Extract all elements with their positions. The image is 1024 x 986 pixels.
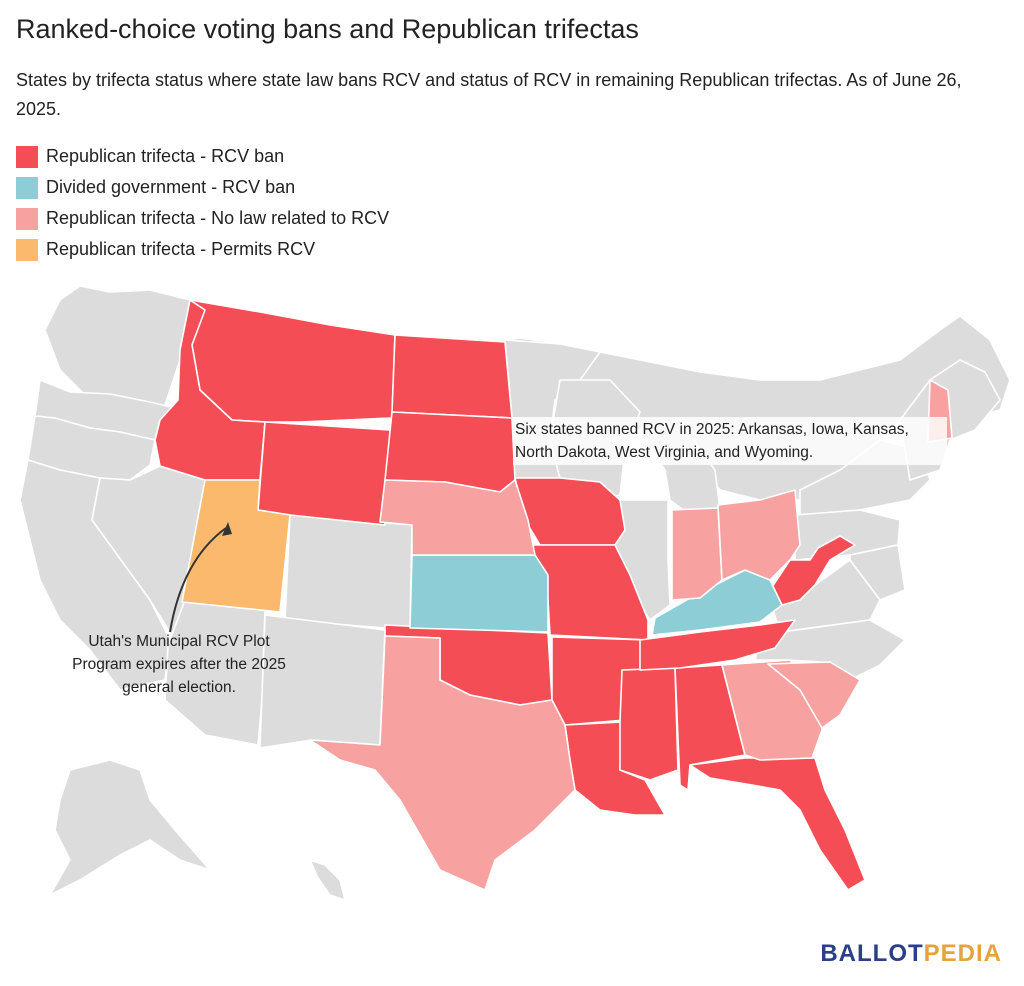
legend-label: Republican trifecta - Permits RCV [46,239,316,259]
state-nebraska [379,479,536,556]
annotation-2025-bans: Six states banned RCV in 2025: Arkansas,… [513,417,947,465]
chart-title: Ranked-choice voting bans and Republican… [16,14,639,44]
state-hawaii [309,859,346,901]
legend-item-divided-ban: Divided government - RCV ban [16,172,389,203]
state-indiana [671,507,723,601]
legend-swatch [16,207,38,230]
state-florida [689,757,866,891]
state-colorado [284,514,413,631]
state-utah [181,479,291,613]
legend-item-permits: Republican trifecta - Permits RCV [16,234,389,265]
logo-part-ballot: BALLOT [820,940,924,967]
legend-label: Republican trifecta - RCV ban [46,146,285,166]
state-texas [309,635,576,891]
legend-label: Republican trifecta - No law related to … [46,208,390,228]
legend: Republican trifecta - RCV ban Divided go… [16,141,389,265]
state-north-dakota [391,334,513,419]
chart-subtitle: States by trifecta status where state la… [16,70,962,119]
state-south-carolina [767,661,861,729]
state-montana [189,299,396,423]
legend-item-rcv-ban: Republican trifecta - RCV ban [16,141,389,172]
state-tennessee [639,619,796,671]
annotation-arrow-line [169,527,227,633]
state-west-virginia [769,535,856,606]
state-alaska [49,759,211,896]
annotation-arrowhead [222,522,232,536]
logo-part-pedia: PEDIA [923,940,1002,967]
us-map [19,285,1011,901]
legend-label: Divided government - RCV ban [46,177,296,197]
state-ohio [717,489,801,581]
annotation-utah: Utah's Municipal RCV Plot Program expire… [72,633,286,696]
state-wyoming [257,421,391,526]
state-kansas [409,554,549,633]
state-mississippi [619,667,679,781]
legend-item-no-law: Republican trifecta - No law related to … [16,203,389,234]
legend-swatch [16,145,38,168]
ballotpedia-logo: BALLOTPEDIA [820,940,1002,968]
legend-swatch [16,176,38,199]
legend-swatch [16,238,38,261]
